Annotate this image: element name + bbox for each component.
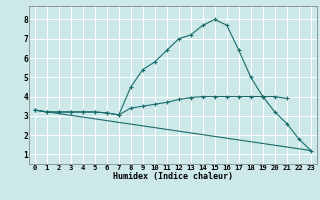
X-axis label: Humidex (Indice chaleur): Humidex (Indice chaleur)	[113, 172, 233, 181]
